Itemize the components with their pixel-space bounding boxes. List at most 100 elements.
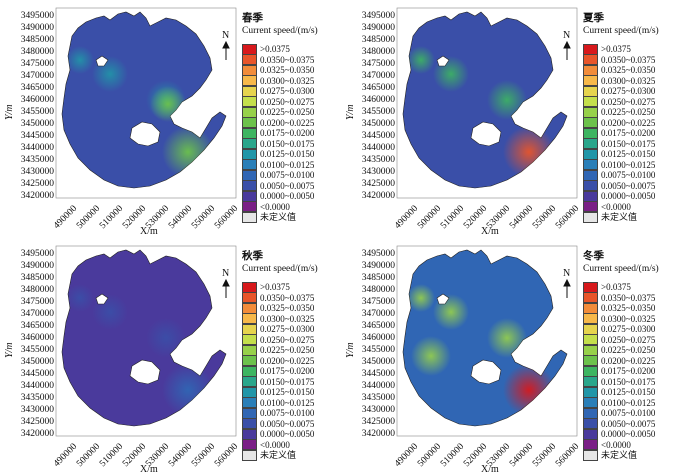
island [470,121,502,147]
speed-hotspot [66,284,94,312]
legend-swatch [583,428,598,440]
legend-item: 未定义值 [583,449,637,461]
y-tick-label: 3430000 [361,167,395,177]
y-tick-label: 3445000 [361,369,395,379]
y-tick-label: 3420000 [361,429,395,439]
y-tick-label: 3470000 [20,71,54,81]
legend-item: 0.0200~0.0225 [583,355,655,366]
legend-swatch [242,281,257,293]
legend-item: 0.0100~0.0125 [583,397,655,408]
legend-item: 0.0250~0.0275 [242,96,314,107]
y-tick-label: 3475000 [361,59,395,69]
legend-swatch [242,344,257,356]
legend-item: 0.0150~0.0175 [583,376,655,387]
legend-item: 0.0350~0.0375 [242,292,315,303]
y-tick-label: 3455000 [20,107,54,117]
legend-item: 0.0275~0.0300 [583,85,655,97]
legend-label: 0.0050~0.0075 [601,180,656,191]
y-tick-label: 3480000 [20,285,54,295]
legend-swatch [242,439,257,450]
legend-swatch [583,397,598,408]
legend-swatch [583,292,598,303]
legend-label: 0.0325~0.0350 [260,65,315,75]
map-panel: N 3495000 3490000 3485000 3480000 3475000 3470… [0,238,341,476]
legend-title: Current speed/(m/s) [583,26,659,36]
legend-label: >0.0375 [260,44,290,54]
y-tick-label: 3420000 [20,191,54,201]
legend-swatch [242,365,257,377]
legend-swatch [583,117,598,128]
legend-item: 0.0000~0.0050 [242,190,314,202]
legend-item: 0.0200~0.0225 [242,355,314,366]
legend-label: 0.0225~0.0250 [260,345,315,355]
north-label: N [222,30,230,41]
y-axis-label: Y/m [345,104,356,120]
legend-swatch [583,302,598,314]
legend-swatch [242,292,257,303]
y-tick-label: 3485000 [361,35,395,45]
y-tick-label: 3485000 [20,35,54,45]
legend-item: 未定义值 [242,449,296,461]
legend-item: 0.0175~0.0200 [583,365,656,377]
legend-swatch [583,386,598,398]
legend-swatch [242,43,257,55]
legend-swatch [242,148,257,160]
legend-swatch [583,344,598,356]
legend-label: 0.0150~0.0175 [260,376,315,387]
speed-hotspot [66,46,94,74]
legend-item: >0.0375 [242,43,290,55]
island [95,55,109,67]
north-arrow-icon [563,278,571,298]
legend-item: 0.0000~0.0050 [583,428,656,440]
legend-label: 0.0125~0.0150 [601,387,656,397]
legend-swatch [583,313,598,324]
legend-swatch [242,201,257,212]
legend-item: 0.0175~0.0200 [583,127,656,139]
legend-label: 0.0175~0.0200 [601,366,656,376]
legend-label: 0.0225~0.0250 [601,345,656,355]
legend-label: 0.0000~0.0050 [601,429,656,439]
legend-swatch [242,190,257,202]
island [436,55,450,67]
speed-hotspot [407,284,435,312]
legend-label: 0.0175~0.0200 [601,128,656,138]
legend-item: 0.0100~0.0125 [242,159,314,170]
legend-swatch [242,211,257,223]
legend-item: 未定义值 [242,211,297,223]
legend-label: 0.0325~0.0350 [260,303,315,313]
legend-item: 0.0275~0.0300 [583,323,655,335]
y-tick-label: 3465000 [20,321,54,331]
legend-label: 未定义值 [260,212,297,222]
legend-label: <0.0000 [260,439,290,450]
y-tick-label: 3450000 [20,119,54,129]
legend-item: 0.0200~0.0225 [242,117,314,128]
legend-item: >0.0375 [583,281,631,293]
legend-swatch [242,355,257,366]
legend-label: 未定义值 [601,212,638,222]
legend-item: 0.0300~0.0325 [583,313,655,324]
legend-label: 0.0300~0.0325 [601,75,656,86]
legend-swatch [583,127,598,139]
y-tick-label: 3460000 [361,333,395,343]
legend-label: 0.0350~0.0375 [260,292,315,303]
legend-label: 0.0250~0.0275 [601,96,656,107]
y-tick-label: 3480000 [20,47,54,57]
legend-item: 0.0250~0.0275 [242,334,314,345]
legend-swatch [583,407,598,419]
map-panel: N 3495000 3490000 3485000 3480000 3475000 3470… [341,238,682,476]
y-tick-label: 3460000 [20,95,54,105]
north-label: N [563,30,571,41]
legend-label: <0.0000 [260,201,290,212]
legend-item: 0.0050~0.0075 [583,180,656,191]
y-tick-label: 3435000 [20,393,54,403]
x-axis-label: X/m [481,226,499,237]
y-tick-label: 3470000 [20,309,54,319]
legend-item: 0.0150~0.0175 [242,138,314,149]
y-tick-label: 3455000 [361,107,395,117]
y-tick-label: 3465000 [361,83,395,93]
legend-item: 未定义值 [583,211,638,223]
island [95,293,109,305]
legend-swatch [583,334,598,345]
island [436,293,450,305]
legend-item: 0.0250~0.0275 [583,96,656,107]
